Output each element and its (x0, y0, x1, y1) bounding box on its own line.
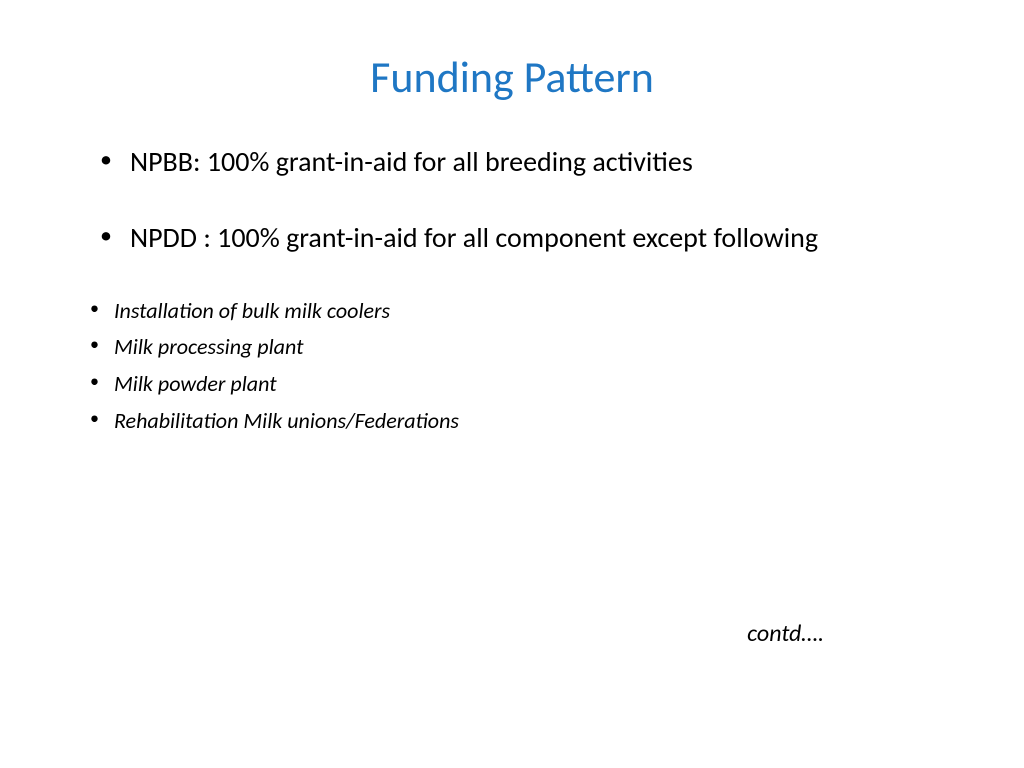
main-bullet-list: NPBB: 100% grant-in-aid for all breeding… (70, 144, 954, 257)
sub-bullet-item: Rehabilitation Milk unions/Federations (90, 407, 954, 436)
sub-bullet-item: Milk powder plant (90, 370, 954, 399)
sub-bullet-item: Milk processing plant (90, 333, 954, 362)
sub-bullet-item: Installation of bulk milk coolers (90, 297, 954, 326)
sub-bullet-list: Installation of bulk milk coolers Milk p… (70, 297, 954, 435)
main-bullet-item: NPDD : 100% grant-in-aid for all compone… (100, 220, 954, 256)
continued-text: contd…. (747, 619, 824, 648)
slide-title: Funding Pattern (70, 50, 954, 104)
main-bullet-item: NPBB: 100% grant-in-aid for all breeding… (100, 144, 954, 180)
